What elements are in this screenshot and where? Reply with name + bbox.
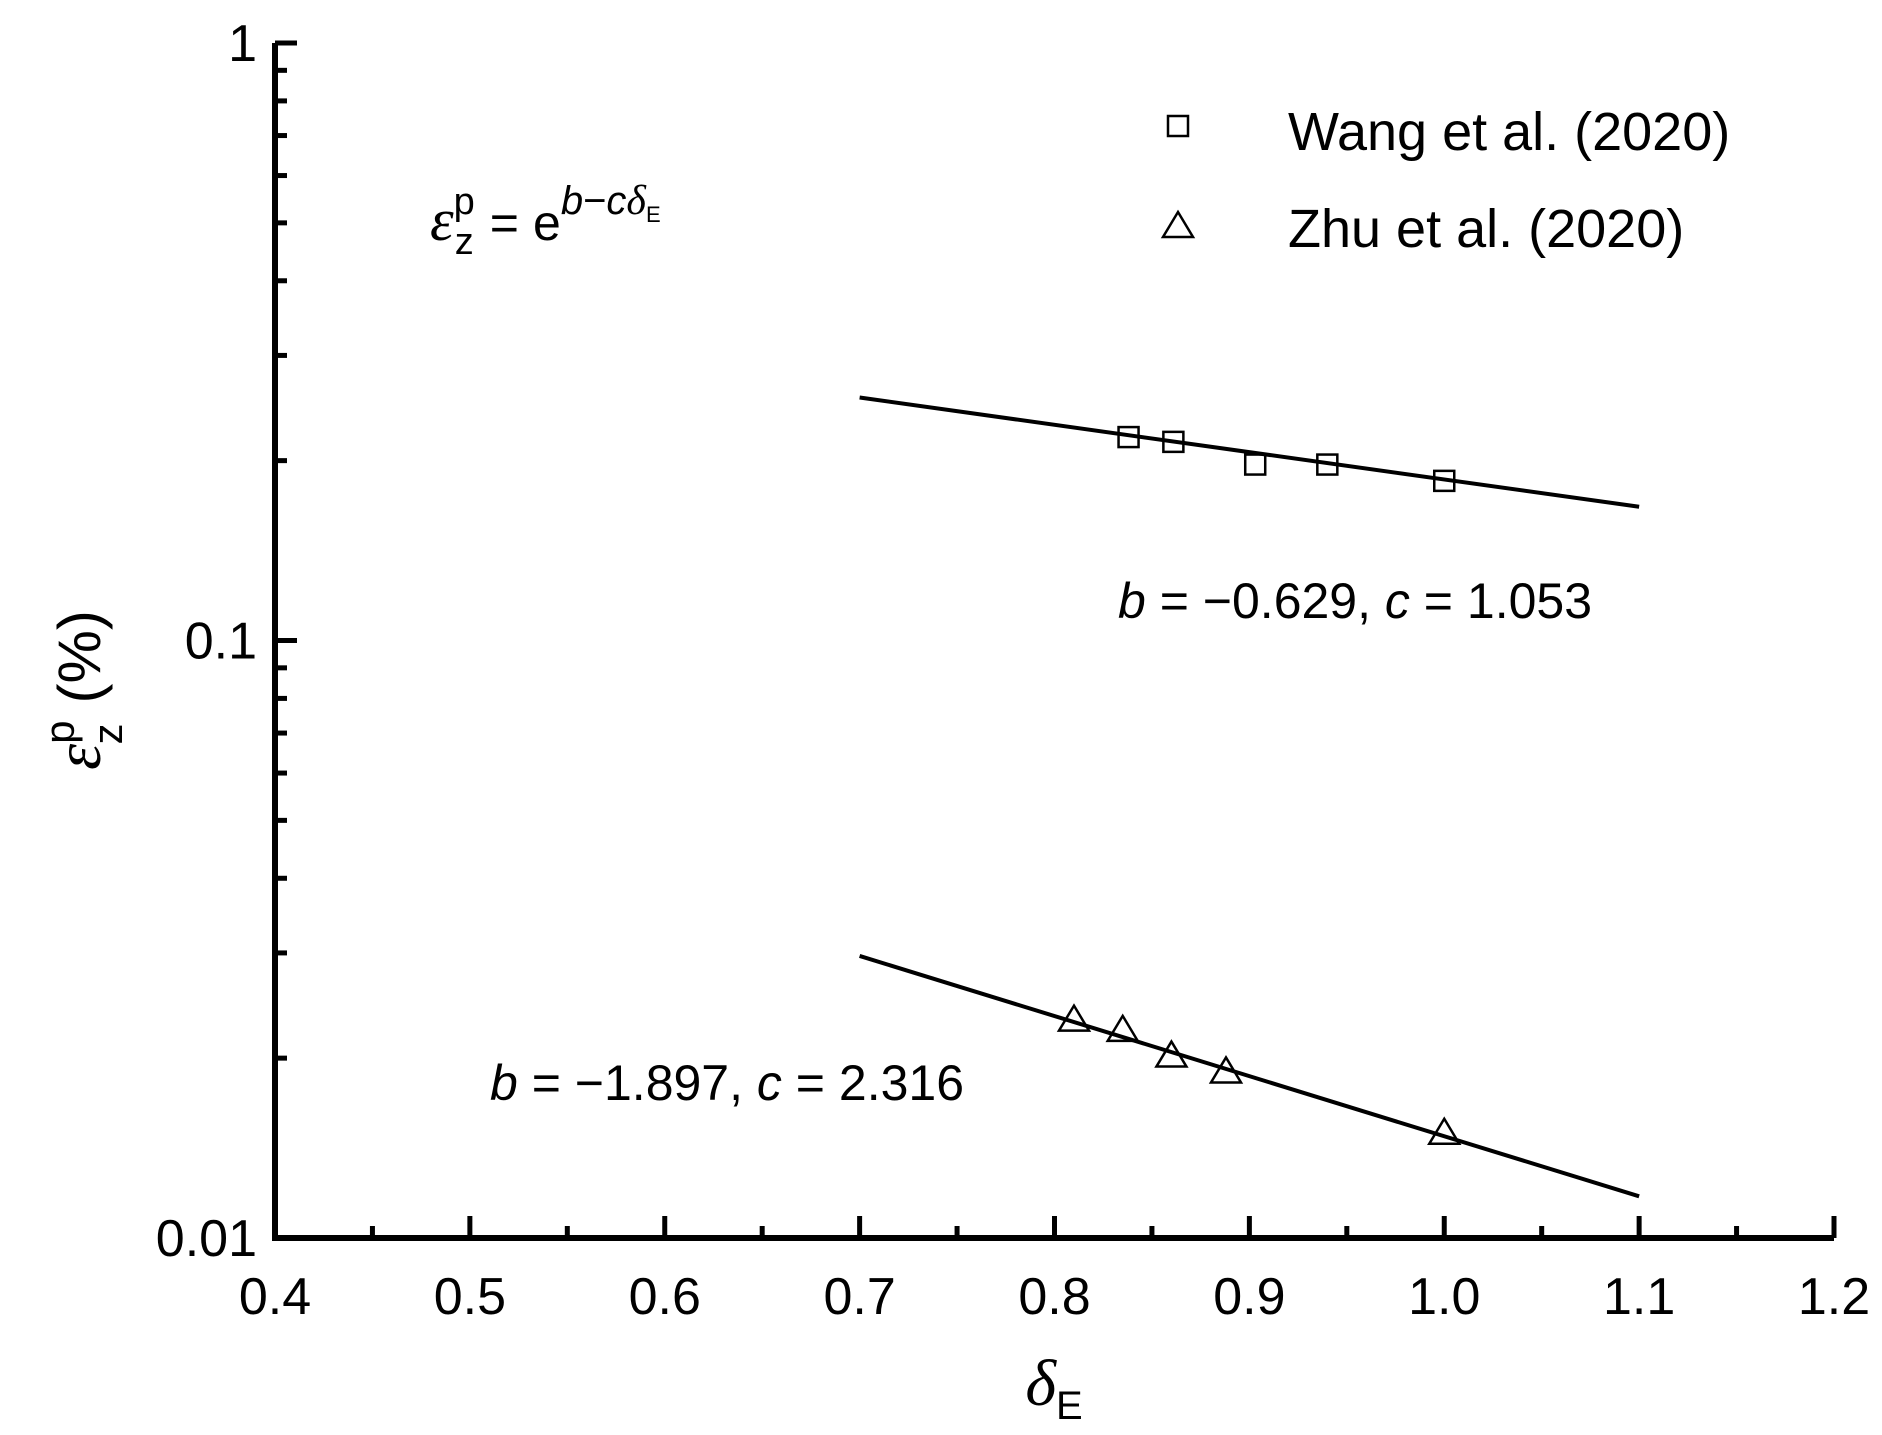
legend-label-zhu: Zhu et al. (2020) — [1288, 199, 1684, 259]
fit-label-zhu-b-value: = −1.897, — [518, 1055, 757, 1111]
equation-base: e — [533, 195, 561, 251]
legend: Wang et al. (2020) Zhu et al. (2020) — [1160, 102, 1730, 259]
square-marker — [1117, 425, 1140, 449]
x-tick-label: 1.0 — [1408, 1268, 1480, 1326]
square-marker — [1162, 430, 1185, 454]
y-axis-symbol: ε — [42, 744, 115, 770]
equation-exp-delta: δ — [626, 178, 647, 224]
y-axis-ticks: 0.01 0.1 1 — [156, 15, 297, 1268]
data-markers — [1056, 425, 1462, 1146]
triangle-marker — [1056, 1003, 1092, 1032]
y-axis-title: εpz (%) — [36, 610, 131, 770]
x-axis-subscript: E — [1056, 1384, 1083, 1428]
triangle-marker — [1208, 1055, 1244, 1084]
equation-exp-c: c — [606, 179, 626, 223]
x-tick-label: 0.6 — [629, 1268, 701, 1326]
fit-line-zhu — [859, 954, 1640, 1199]
equation-lhs-sup: p — [454, 181, 475, 223]
y-axis-subscript: z — [84, 723, 131, 744]
y-tick-label: 1 — [228, 15, 257, 73]
fit-label-zhu-c-value: = 2.316 — [782, 1055, 964, 1111]
equation-exp-sub: E — [646, 202, 661, 227]
fit-label-wang-c-value: = 1.053 — [1410, 573, 1592, 629]
x-tick-label: 0.9 — [1213, 1268, 1285, 1326]
legend-triangle-marker — [1160, 209, 1196, 239]
triangle-marker — [1105, 1013, 1140, 1043]
equation-exp-minus: − — [583, 179, 606, 223]
square-marker — [1316, 453, 1339, 476]
fit-label-zhu-c: c — [757, 1055, 782, 1111]
fit-label-wang: b = −0.629, c = 1.053 — [1118, 573, 1592, 629]
fit-label-zhu-b: b — [490, 1055, 518, 1111]
triangle-marker — [1154, 1039, 1189, 1068]
x-axis-title: δE — [1025, 1347, 1082, 1428]
y-axis-unit: (%) — [46, 610, 113, 703]
legend-label-wang: Wang et al. (2020) — [1288, 102, 1730, 162]
fit-label-wang-b: b — [1118, 573, 1146, 629]
equation-exp-b: b — [561, 179, 583, 223]
x-axis-ticks: 0.4 0.5 0.6 0.7 0.8 0.9 1.0 1.1 1.2 — [239, 1216, 1870, 1326]
triangle-marker — [1427, 1116, 1462, 1146]
x-tick-label: 0.8 — [1018, 1268, 1090, 1326]
square-marker — [1433, 469, 1456, 493]
equation-lhs-symbol: ε — [430, 187, 454, 253]
legend-item-wang: Wang et al. (2020) — [1166, 102, 1730, 162]
square-marker — [1243, 453, 1267, 476]
y-axis-superscript: p — [36, 720, 83, 743]
fit-label-wang-c: c — [1385, 573, 1410, 629]
legend-square-marker — [1166, 114, 1190, 138]
fit-line-wang — [859, 395, 1640, 509]
equation: εp z = eb−cδE — [430, 178, 661, 263]
x-axis-symbol: δ — [1025, 1347, 1057, 1420]
x-tick-label: 1.2 — [1798, 1268, 1870, 1326]
fit-label-wang-b-value: = −0.629, — [1146, 573, 1385, 629]
x-tick-label: 0.7 — [823, 1268, 895, 1326]
equation-lhs-sub: z — [455, 221, 474, 263]
x-tick-label: 1.1 — [1603, 1268, 1675, 1326]
legend-item-zhu: Zhu et al. (2020) — [1160, 199, 1684, 259]
fit-label-zhu: b = −1.897, c = 2.316 — [490, 1055, 964, 1111]
equation-equals: = — [490, 195, 519, 251]
x-tick-label: 0.4 — [239, 1268, 311, 1326]
fit-lines — [859, 395, 1640, 1199]
y-tick-label: 0.1 — [185, 613, 257, 671]
y-tick-label: 0.01 — [156, 1210, 257, 1268]
x-tick-label: 0.5 — [434, 1268, 506, 1326]
